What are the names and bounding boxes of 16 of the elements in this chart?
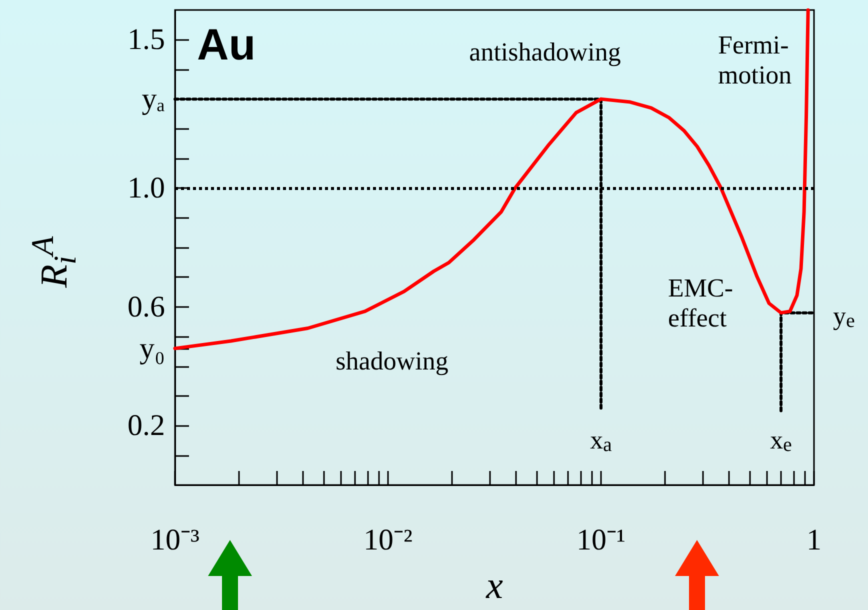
x-tick-label: 10⁻²	[364, 524, 412, 556]
chart-title: Au	[197, 20, 256, 70]
x-tick-label: 10⁻¹	[576, 524, 626, 556]
annotation: EMC- effect	[668, 274, 733, 332]
x-tick-label: 10⁻³	[150, 524, 200, 556]
annotation: shadowing	[336, 346, 448, 376]
y-tick-label: 1.0	[128, 172, 165, 205]
y-tick-label: y₀	[140, 332, 165, 365]
y-tick-label: 1.5	[128, 23, 165, 56]
x-axis-title: x	[485, 565, 504, 607]
x-tick-label: 1	[806, 524, 822, 556]
y-tick-label: 0.2	[128, 409, 165, 442]
annotation: antishadowing	[469, 38, 621, 66]
y-tick-label: 0.6	[128, 290, 165, 324]
annotation: Fermi- motion	[718, 30, 792, 90]
y-tick-label: yₐ	[142, 82, 165, 116]
